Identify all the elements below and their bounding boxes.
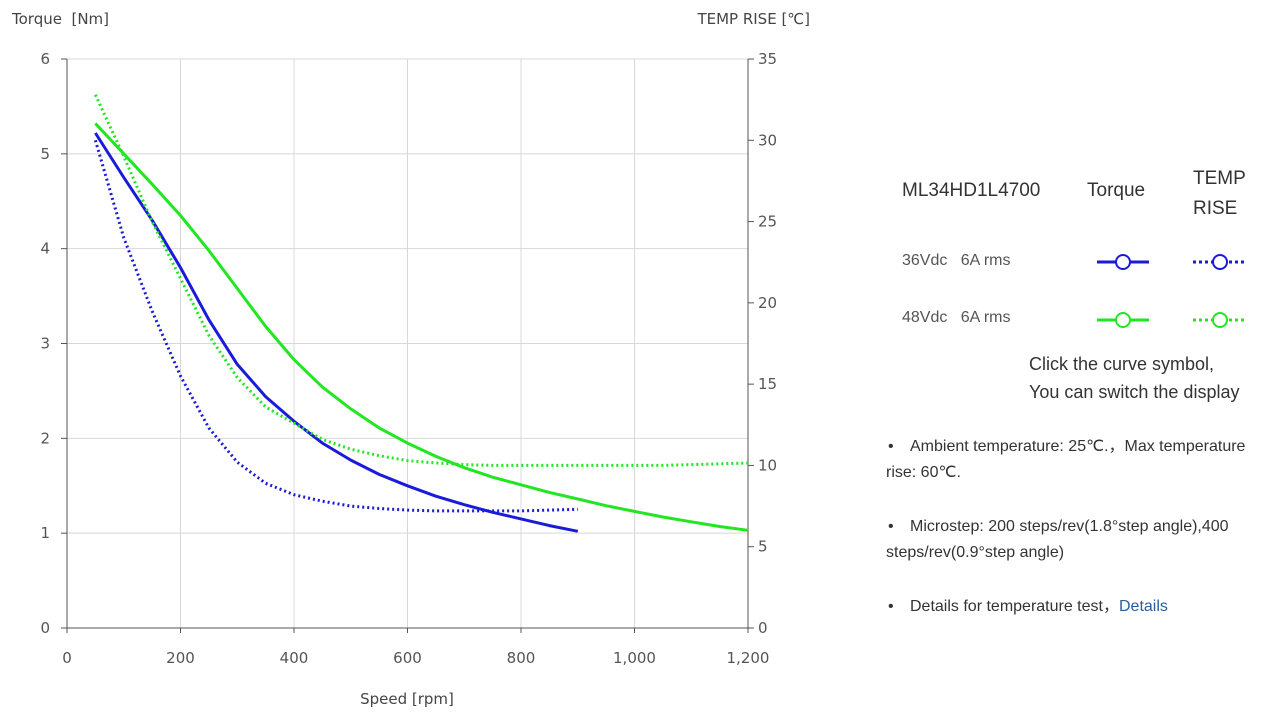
- legend-36v-torque-symbol[interactable]: [1093, 252, 1153, 272]
- torque-temp-chart: 0 200 400 600 800 1,000 1,200 0 1 2 3 4 5 6 0 5 10 15 20 25…: [11, 10, 810, 708]
- x-axis-label: Speed [rpm]: [360, 690, 454, 708]
- y-left-axis-label: Torque [Nm]: [11, 10, 109, 28]
- note-details: • Details for temperature test，Details: [886, 594, 1256, 620]
- y-left-tick-label: 0: [40, 619, 50, 637]
- y-left-tick-label: 4: [40, 240, 50, 258]
- legend-row-48v-label: 48Vdc 6A rms: [902, 309, 1011, 326]
- x-tick-label: 0: [62, 649, 72, 667]
- tick-labels: 0 200 400 600 800 1,000 1,200 0 1 2 3 4 5 6 0 5 10 15 20 25…: [40, 50, 777, 667]
- series-lines: [93, 94, 749, 533]
- axes: [61, 58, 754, 633]
- y-right-axis-label: TEMP RISE [℃]: [696, 10, 810, 28]
- legend-panel: ML34HD1L4700 Torque TEMP RISE 36Vdc 6A r…: [880, 150, 1270, 410]
- legend-instruction-line1: Click the curve symbol,: [1029, 354, 1215, 374]
- legend-instruction-line2: You can switch the display: [1029, 382, 1240, 402]
- x-tick-label: 1,200: [727, 649, 770, 667]
- bullet-icon: •: [888, 518, 894, 535]
- legend-row-36v-label: 36Vdc 6A rms: [902, 252, 1011, 269]
- x-tick-label: 1,000: [613, 649, 656, 667]
- legend-48v-torque-symbol[interactable]: [1093, 310, 1153, 330]
- legend-header-temp-rise: TEMP RISE: [1193, 168, 1246, 219]
- note-ambient: • Ambient temperature: 25℃.，Max temperatu…: [886, 434, 1256, 486]
- y-left-tick-label: 6: [40, 50, 50, 68]
- note-ambient-text: Ambient temperature: 25℃.，Max temperatur…: [886, 438, 1246, 481]
- y-right-tick-label: 0: [758, 619, 768, 637]
- bullet-icon: •: [888, 438, 894, 455]
- note-details-text: Details for temperature test，: [910, 598, 1119, 615]
- legend-model-name: ML34HD1L4700: [902, 180, 1041, 201]
- legend-instruction: Click the curve symbol, You can switch t…: [1029, 350, 1239, 406]
- details-link[interactable]: Details: [1118, 598, 1168, 615]
- note-microstep: • Microstep: 200 steps/rev(1.8°step angle…: [886, 514, 1256, 566]
- y-left-tick-label: 2: [40, 429, 50, 447]
- x-tick-label: 400: [280, 649, 309, 667]
- grid-lines: [67, 58, 749, 628]
- legend-header-torque: Torque: [1087, 180, 1146, 201]
- notes-list: • Ambient temperature: 25℃.，Max temperatu…: [886, 434, 1256, 648]
- y-right-tick-label: 20: [758, 294, 777, 312]
- x-tick-label: 800: [507, 649, 536, 667]
- y-left-tick-label: 5: [40, 145, 50, 163]
- bullet-icon: •: [888, 598, 894, 615]
- legend-36v-temp-symbol[interactable]: [1190, 252, 1250, 272]
- series-line-2: [94, 122, 749, 532]
- y-right-tick-label: 15: [758, 375, 777, 393]
- y-right-tick-label: 35: [758, 50, 777, 68]
- y-right-tick-label: 25: [758, 213, 777, 231]
- x-tick-label: 600: [393, 649, 422, 667]
- x-tick-label: 200: [166, 649, 195, 667]
- series-line-1: [93, 139, 578, 513]
- y-left-tick-label: 1: [40, 524, 50, 542]
- y-right-tick-label: 30: [758, 131, 777, 149]
- series-line-0: [94, 132, 579, 533]
- y-left-tick-label: 3: [40, 335, 50, 353]
- y-right-tick-label: 10: [758, 456, 777, 474]
- note-microstep-text: Microstep: 200 steps/rev(1.8°step angle)…: [886, 518, 1229, 561]
- legend-48v-temp-symbol[interactable]: [1190, 310, 1250, 330]
- series-line-3: [94, 94, 749, 467]
- y-right-tick-label: 5: [758, 538, 768, 556]
